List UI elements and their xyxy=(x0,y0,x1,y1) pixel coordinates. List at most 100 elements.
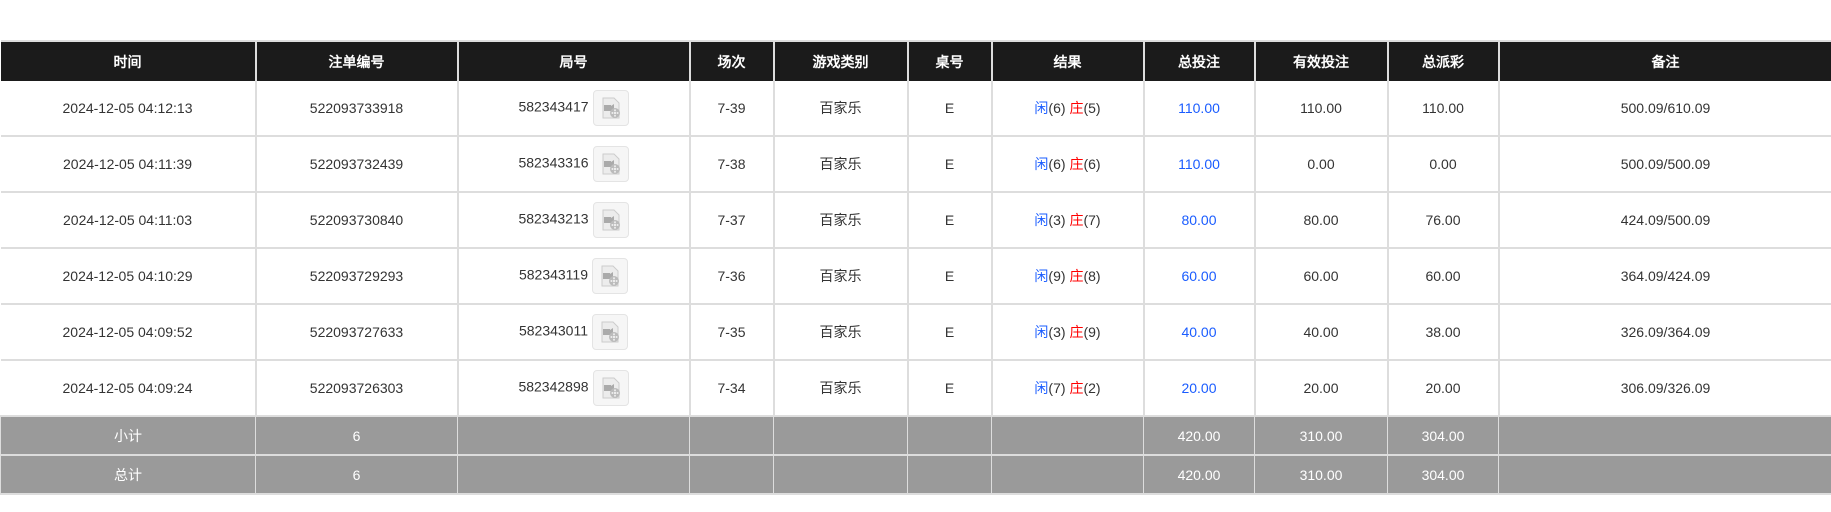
round-number: 582343011 xyxy=(518,322,589,339)
column-header: 场次 xyxy=(688,40,774,81)
result-cell: 闲(7) 庄(2) xyxy=(990,360,1144,417)
table-number-cell: E xyxy=(906,360,992,417)
player-points: (9) xyxy=(1048,268,1066,284)
banker-label: 庄 xyxy=(1069,212,1084,228)
total-count: 6 xyxy=(255,455,458,495)
video-replay-icon[interactable] xyxy=(592,90,629,126)
note-cell: 364.09/424.09 xyxy=(1497,248,1831,305)
subtotal-count: 6 xyxy=(255,416,458,456)
banker-points: (8) xyxy=(1083,268,1101,284)
banker-label: 庄 xyxy=(1069,100,1084,116)
column-header: 总投注 xyxy=(1142,40,1255,81)
total-bet-cell: 40.00 xyxy=(1142,304,1255,361)
order-number-cell: 522093730840 xyxy=(254,192,458,249)
order-number-cell: 522093727633 xyxy=(254,304,458,361)
total-bet-cell: 60.00 xyxy=(1142,248,1255,305)
player-label: 闲 xyxy=(1034,324,1049,340)
note-cell: 500.09/500.09 xyxy=(1497,136,1831,193)
player-points: (6) xyxy=(1048,156,1066,172)
banker-points: (2) xyxy=(1083,380,1101,396)
total-valid: 310.00 xyxy=(1254,455,1388,495)
column-header: 总派彩 xyxy=(1386,40,1499,81)
empty-cell xyxy=(689,416,774,456)
round-cell: 582343119 xyxy=(456,248,690,305)
valid-bet-cell: 60.00 xyxy=(1253,248,1388,305)
valid-bet-cell: 80.00 xyxy=(1253,192,1388,249)
table-number-cell: E xyxy=(906,304,992,361)
empty-cell xyxy=(457,416,690,456)
note-cell: 500.09/610.09 xyxy=(1497,81,1831,137)
banker-points: (7) xyxy=(1083,212,1101,228)
total-label: 总计 xyxy=(0,455,256,495)
column-header: 游戏类别 xyxy=(772,40,908,81)
order-number-cell: 522093726303 xyxy=(254,360,458,417)
round-cell: 582343213 xyxy=(456,192,690,249)
table-number-cell: E xyxy=(906,248,992,305)
result-cell: 闲(9) 庄(8) xyxy=(990,248,1144,305)
session-cell: 7-38 xyxy=(688,136,774,193)
time-cell: 2024-12-05 04:12:13 xyxy=(0,81,256,137)
note-cell: 326.09/364.09 xyxy=(1497,304,1831,361)
payout-cell: 110.00 xyxy=(1386,81,1499,137)
total-bet: 420.00 xyxy=(1143,455,1255,495)
valid-bet-cell: 110.00 xyxy=(1253,81,1388,137)
empty-cell xyxy=(1498,416,1831,456)
video-replay-icon[interactable] xyxy=(592,370,629,406)
table-number-cell: E xyxy=(906,192,992,249)
subtotal-bet: 420.00 xyxy=(1143,416,1255,456)
banker-label: 庄 xyxy=(1069,324,1084,340)
table-row: 2024-12-05 04:11:39 522093732439 5823433… xyxy=(0,136,1831,193)
round-cell: 582342898 xyxy=(456,360,690,417)
session-cell: 7-35 xyxy=(688,304,774,361)
subtotal-valid: 310.00 xyxy=(1254,416,1388,456)
empty-cell xyxy=(991,416,1144,456)
round-number: 582342898 xyxy=(518,378,589,395)
table-row: 2024-12-05 04:11:03 522093730840 5823432… xyxy=(0,192,1831,249)
video-replay-icon[interactable] xyxy=(592,202,629,238)
subtotal-row: 小计 6 420.00 310.00 304.00 xyxy=(0,416,1831,456)
empty-cell xyxy=(773,455,908,495)
player-points: (3) xyxy=(1048,212,1066,228)
round-number: 582343213 xyxy=(518,210,589,227)
empty-cell xyxy=(1498,455,1831,495)
time-cell: 2024-12-05 04:11:03 xyxy=(0,192,256,249)
player-points: (6) xyxy=(1048,100,1066,116)
note-cell: 424.09/500.09 xyxy=(1497,192,1831,249)
order-number-cell: 522093729293 xyxy=(254,248,458,305)
order-number-cell: 522093732439 xyxy=(254,136,458,193)
payout-cell: 60.00 xyxy=(1386,248,1499,305)
time-cell: 2024-12-05 04:09:24 xyxy=(0,360,256,417)
time-cell: 2024-12-05 04:11:39 xyxy=(0,136,256,193)
video-replay-icon[interactable] xyxy=(592,314,629,350)
column-header: 有效投注 xyxy=(1253,40,1388,81)
total-payout: 304.00 xyxy=(1387,455,1499,495)
table-number-cell: E xyxy=(906,136,992,193)
game-type-cell: 百家乐 xyxy=(772,81,908,137)
session-cell: 7-34 xyxy=(688,360,774,417)
banker-label: 庄 xyxy=(1069,380,1084,396)
session-cell: 7-39 xyxy=(688,81,774,137)
player-points: (3) xyxy=(1048,324,1066,340)
game-type-cell: 百家乐 xyxy=(772,192,908,249)
round-cell: 582343417 xyxy=(456,81,690,137)
total-bet-cell: 20.00 xyxy=(1142,360,1255,417)
round-number: 582343119 xyxy=(518,266,589,283)
player-label: 闲 xyxy=(1034,156,1049,172)
payout-cell: 38.00 xyxy=(1386,304,1499,361)
valid-bet-cell: 20.00 xyxy=(1253,360,1388,417)
payout-cell: 0.00 xyxy=(1386,136,1499,193)
column-header: 注单编号 xyxy=(254,40,458,81)
empty-cell xyxy=(689,455,774,495)
valid-bet-cell: 0.00 xyxy=(1253,136,1388,193)
video-replay-icon[interactable] xyxy=(592,146,629,182)
table-row: 2024-12-05 04:09:52 522093727633 5823430… xyxy=(0,304,1831,361)
payout-cell: 20.00 xyxy=(1386,360,1499,417)
result-cell: 闲(3) 庄(7) xyxy=(990,192,1144,249)
time-cell: 2024-12-05 04:10:29 xyxy=(0,248,256,305)
video-replay-icon[interactable] xyxy=(592,258,629,294)
column-header: 时间 xyxy=(0,40,256,81)
round-cell: 582343316 xyxy=(456,136,690,193)
player-label: 闲 xyxy=(1034,380,1049,396)
empty-cell xyxy=(991,455,1144,495)
table-row: 2024-12-05 04:09:24 522093726303 5823428… xyxy=(0,360,1831,417)
